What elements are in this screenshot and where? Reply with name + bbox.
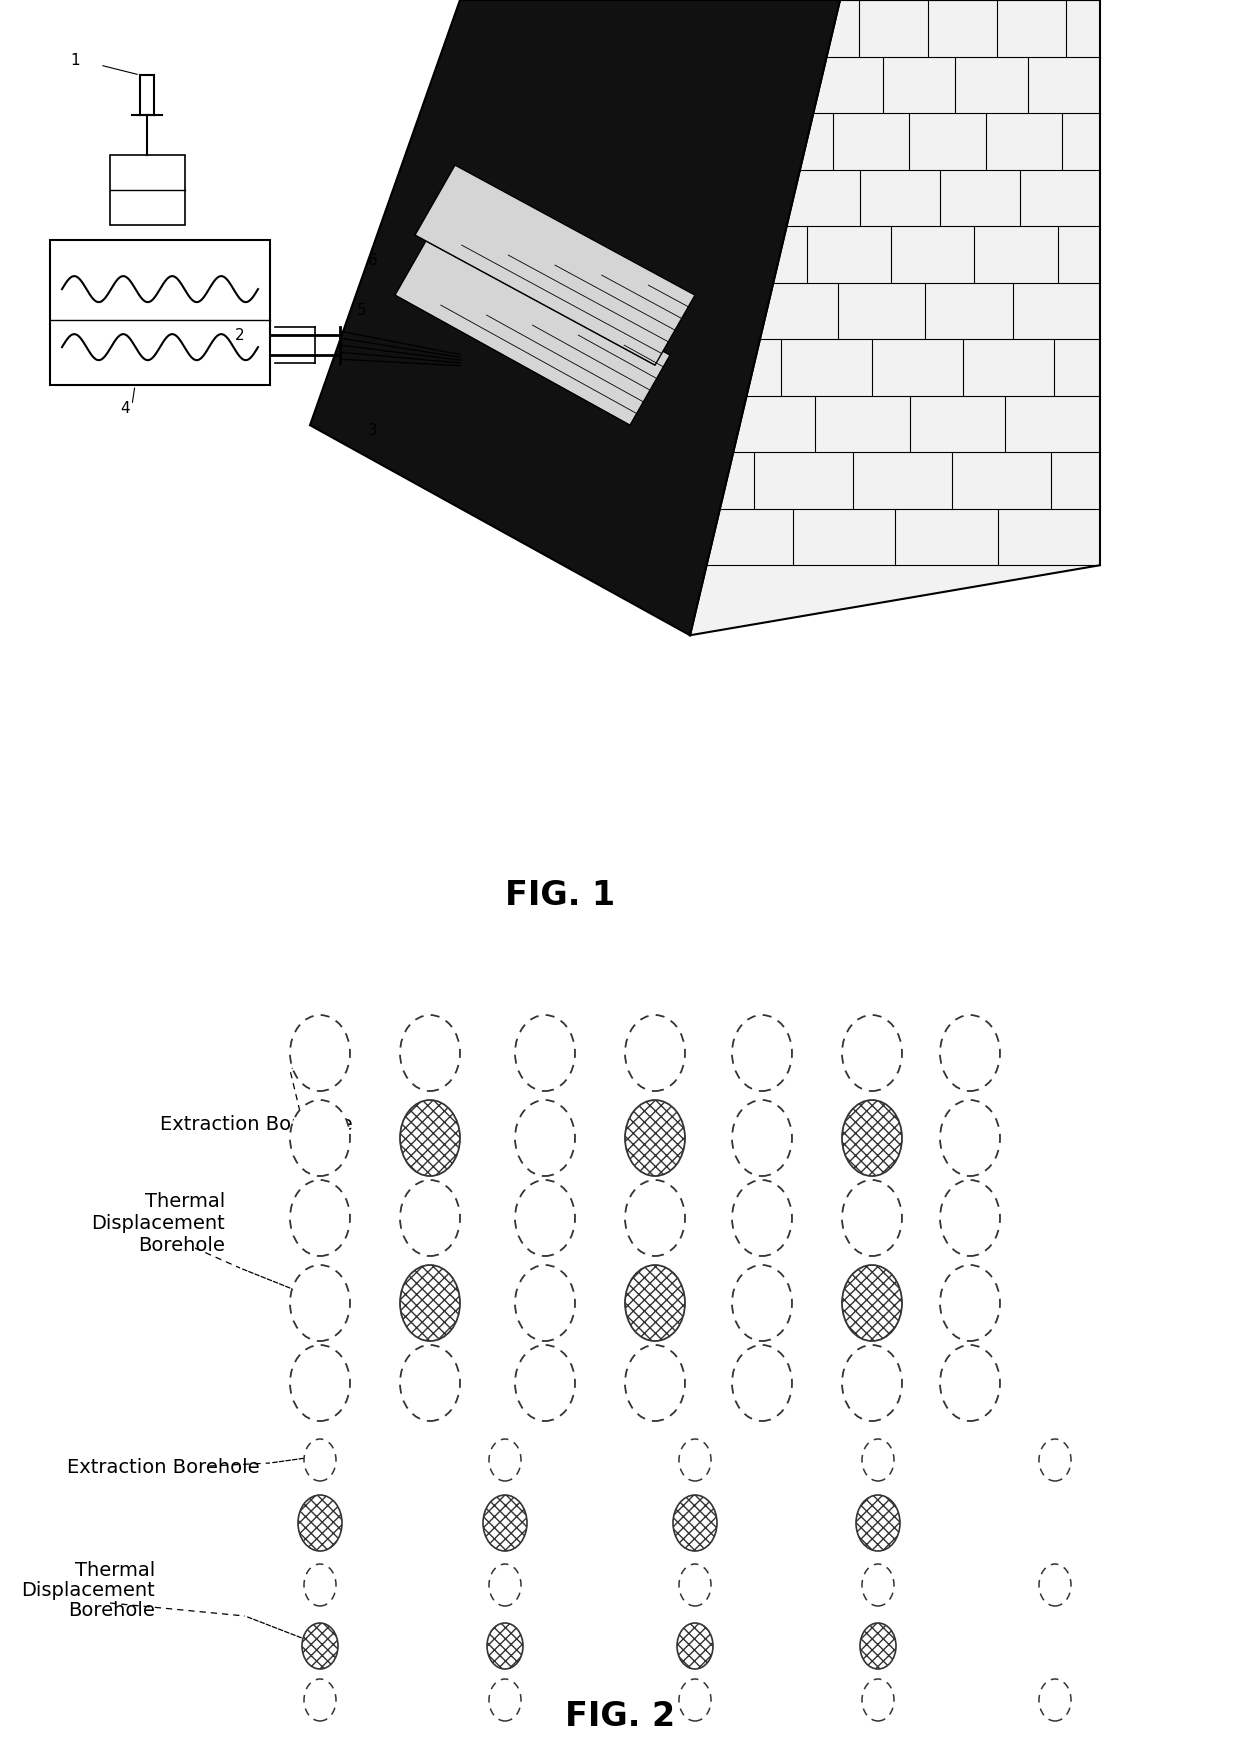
- Text: Thermal: Thermal: [145, 1192, 224, 1211]
- Ellipse shape: [290, 1100, 350, 1177]
- Ellipse shape: [862, 1679, 894, 1721]
- Ellipse shape: [290, 1265, 350, 1342]
- Ellipse shape: [680, 1564, 711, 1606]
- Ellipse shape: [842, 1100, 901, 1177]
- Ellipse shape: [303, 1623, 339, 1668]
- Ellipse shape: [625, 1345, 684, 1422]
- Polygon shape: [689, 0, 1100, 636]
- Text: Displacement: Displacement: [92, 1213, 224, 1232]
- Text: 3: 3: [368, 422, 378, 438]
- Ellipse shape: [487, 1623, 523, 1668]
- Ellipse shape: [940, 1345, 999, 1422]
- Ellipse shape: [298, 1495, 342, 1550]
- Ellipse shape: [732, 1345, 792, 1422]
- Text: Displacement: Displacement: [21, 1580, 155, 1599]
- Text: 1: 1: [69, 54, 79, 68]
- Text: 5: 5: [357, 302, 367, 318]
- Ellipse shape: [680, 1679, 711, 1721]
- Ellipse shape: [304, 1679, 336, 1721]
- Text: 6: 6: [368, 254, 378, 268]
- Ellipse shape: [290, 1015, 350, 1091]
- Ellipse shape: [290, 1180, 350, 1257]
- Ellipse shape: [856, 1495, 900, 1550]
- Ellipse shape: [862, 1564, 894, 1606]
- Bar: [50, 240, 270, 386]
- Text: FIG. 1: FIG. 1: [505, 879, 615, 912]
- Ellipse shape: [1039, 1679, 1071, 1721]
- Ellipse shape: [625, 1180, 684, 1257]
- Ellipse shape: [484, 1495, 527, 1550]
- Ellipse shape: [515, 1100, 575, 1177]
- Text: Extraction Borehole: Extraction Borehole: [67, 1458, 259, 1477]
- Ellipse shape: [732, 1180, 792, 1257]
- Text: Thermal: Thermal: [74, 1561, 155, 1580]
- Ellipse shape: [401, 1100, 460, 1177]
- Ellipse shape: [515, 1265, 575, 1342]
- Ellipse shape: [290, 1345, 350, 1422]
- Polygon shape: [415, 165, 694, 365]
- Polygon shape: [396, 226, 670, 426]
- Ellipse shape: [625, 1265, 684, 1342]
- Ellipse shape: [625, 1015, 684, 1091]
- Text: FIG. 2: FIG. 2: [565, 1700, 675, 1733]
- Ellipse shape: [732, 1015, 792, 1091]
- Ellipse shape: [842, 1015, 901, 1091]
- Ellipse shape: [861, 1623, 897, 1668]
- Ellipse shape: [680, 1439, 711, 1481]
- Bar: [110, 155, 185, 226]
- Ellipse shape: [862, 1439, 894, 1481]
- Ellipse shape: [732, 1100, 792, 1177]
- Ellipse shape: [940, 1015, 999, 1091]
- Ellipse shape: [842, 1265, 901, 1342]
- Ellipse shape: [940, 1265, 999, 1342]
- Text: Borehole: Borehole: [138, 1236, 224, 1255]
- Ellipse shape: [489, 1564, 521, 1606]
- Ellipse shape: [673, 1495, 717, 1550]
- Ellipse shape: [401, 1265, 460, 1342]
- Text: Borehole: Borehole: [68, 1601, 155, 1620]
- Ellipse shape: [1039, 1564, 1071, 1606]
- Polygon shape: [310, 0, 839, 636]
- Ellipse shape: [842, 1345, 901, 1422]
- Ellipse shape: [489, 1439, 521, 1481]
- Ellipse shape: [401, 1015, 460, 1091]
- Ellipse shape: [842, 1180, 901, 1257]
- Ellipse shape: [940, 1100, 999, 1177]
- Ellipse shape: [625, 1100, 684, 1177]
- Ellipse shape: [304, 1564, 336, 1606]
- Ellipse shape: [489, 1679, 521, 1721]
- Ellipse shape: [677, 1623, 713, 1668]
- Ellipse shape: [304, 1439, 336, 1481]
- Ellipse shape: [515, 1180, 575, 1257]
- Ellipse shape: [732, 1265, 792, 1342]
- Ellipse shape: [1039, 1439, 1071, 1481]
- Ellipse shape: [515, 1345, 575, 1422]
- Ellipse shape: [401, 1180, 460, 1257]
- Ellipse shape: [940, 1180, 999, 1257]
- Text: Extraction Borehole: Extraction Borehole: [160, 1116, 352, 1133]
- Text: 2: 2: [236, 328, 244, 342]
- Ellipse shape: [515, 1015, 575, 1091]
- Text: 4: 4: [120, 401, 130, 415]
- Ellipse shape: [401, 1345, 460, 1422]
